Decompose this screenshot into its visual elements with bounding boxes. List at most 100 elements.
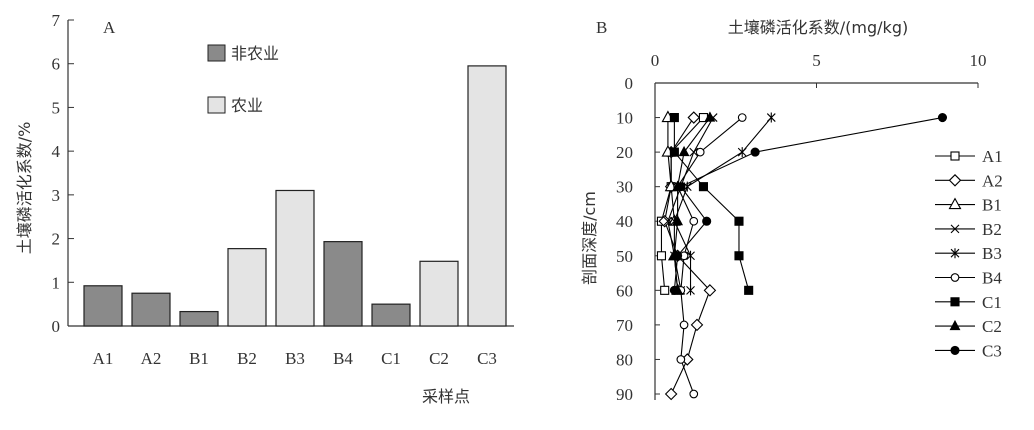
legend-item-b4: B4 [935,269,1002,288]
panel-a-y-tick-label: 6 [52,55,61,74]
panel-b-y-tick-label: 10 [616,109,633,128]
legend-label-b4: B4 [982,269,1002,288]
panel-b-y-tick-label: 40 [616,212,633,231]
panel-a-y-tick-label: 7 [52,11,61,30]
panel-b-y-tick-label: 90 [616,385,633,404]
point-b3 [737,147,747,158]
legend-marker-c2 [949,319,961,331]
point-b4 [676,355,686,364]
legend-item-a2: A2 [935,171,1003,190]
panel-a-x-tick-label: B2 [237,349,257,368]
panel-a-y-tick-label: 5 [52,98,61,117]
panel-a-y-tick-label: 2 [52,230,61,249]
panel-b-y-tick-label: 20 [616,143,633,162]
bar-c2 [419,260,459,327]
panel-a-y-tick-label: 1 [52,273,61,292]
point-a1 [656,251,667,261]
point-c3 [702,216,712,226]
point-b3 [686,285,695,296]
panel-a-x-axis-label: 采样点 [422,387,470,406]
panel-a-x-tick-label: A1 [93,349,114,368]
panel-a-y-tick-label: 0 [52,317,61,336]
panel-a-x-ticks: A1 A2 B1 B2 B3 B4 C1 C2 C3 [93,349,497,368]
panel-b-series [656,110,948,401]
legend-marker-b2 [950,224,960,234]
point-b4 [689,389,699,399]
legend-label-c2: C2 [982,317,1002,336]
point-c3 [673,251,683,261]
bar-b1 [179,310,219,327]
legend-item-c1: C1 [935,293,1002,312]
panel-a-x-tick-label: B1 [189,349,209,368]
panel-a-y-tick-label: 3 [52,186,61,205]
legend-item-b3: B3 [935,244,1002,263]
legend-label-nonag: 非农业 [231,44,279,63]
point-a2 [664,387,678,401]
panel-b-y-tick-label: 0 [625,74,634,93]
panel-a-label: A [103,18,116,37]
legend-label-c3: C3 [982,341,1002,360]
legend-marker-a2 [948,174,962,187]
legend-marker-a1 [950,151,960,161]
point-b4 [737,113,747,122]
series-line-c2 [673,117,711,291]
panel-b-x-axis-label: 土壤磷活化系数/(mg/kg) [728,18,908,37]
panel-a-y-tick-label: 4 [52,142,61,161]
point-b3 [766,112,776,123]
point-c3 [669,285,679,295]
bar-b4 [323,241,363,327]
legend-marker-b4 [950,273,960,282]
legend-item-b2: B2 [935,220,1002,239]
legend-item-b1: B1 [935,196,1002,215]
series-line-b3 [673,117,772,291]
legend-label-a1: A1 [982,147,1003,166]
panel-b-line-chart: B 土壤磷活化系数/(mg/kg) 剖面深度/cm 0 5 10 0 10 20 30 40… [580,18,1003,404]
point-b2 [689,147,699,157]
legend-marker-b3 [950,248,960,259]
panel-a-x-tick-label: C2 [429,349,449,368]
panel-a-x-tick-label: A2 [141,349,162,368]
legend-marker-c1 [950,297,960,307]
point-c1 [744,285,754,295]
legend-label-c1: C1 [982,293,1002,312]
panel-b-y-tick-label: 80 [616,350,633,369]
point-c1 [698,182,709,192]
panel-b-x-tick-label: 5 [812,51,821,70]
panel-b-legend: A1 A2 B1 B2 B3 B4 C1 C2 C3 [935,147,1003,360]
point-b4 [689,216,699,226]
point-c3 [676,182,686,192]
bar-b2 [227,248,267,327]
point-c3 [937,113,948,123]
series-c3 [669,113,948,295]
panel-a-x-tick-label: B4 [333,349,353,368]
series-line-a1 [660,117,704,291]
series-line-c1 [673,117,750,291]
point-c1 [734,216,744,226]
legend-label-b3: B3 [982,244,1002,263]
point-c1 [669,113,679,123]
point-c1 [669,147,679,157]
point-b2 [663,216,673,226]
panel-a-x-tick-label: C1 [381,349,401,368]
bar-a1 [83,285,123,327]
bar-b3 [275,189,315,327]
panel-a-x-tick-label: C3 [477,349,497,368]
point-a2 [687,111,701,124]
panel-b-x-tick-label: 10 [970,51,987,70]
panel-a-bar-chart: A 土壤磷活化系数/% 采样点 0 1 2 3 4 5 6 7 A1 A2 B1 B2 B3 B4 C1 C… [15,11,514,406]
legend-label-b2: B2 [982,220,1002,239]
bar-c1 [371,303,411,327]
panel-b-y-tick-label: 60 [616,281,633,300]
legend-label-a2: A2 [982,171,1003,190]
point-c2 [672,215,684,226]
panel-a-y-ticks: 0 1 2 3 4 5 6 7 [52,11,74,336]
bar-a2 [131,292,171,327]
legend-item-c2: C2 [935,317,1002,336]
legend-label-b1: B1 [982,196,1002,215]
panel-a-y-axis-label: 土壤磷活化系数/% [15,122,34,255]
legend-marker-b1 [948,197,962,210]
panel-a-legend: 非农业 农业 [207,44,279,115]
point-b3 [686,250,695,261]
